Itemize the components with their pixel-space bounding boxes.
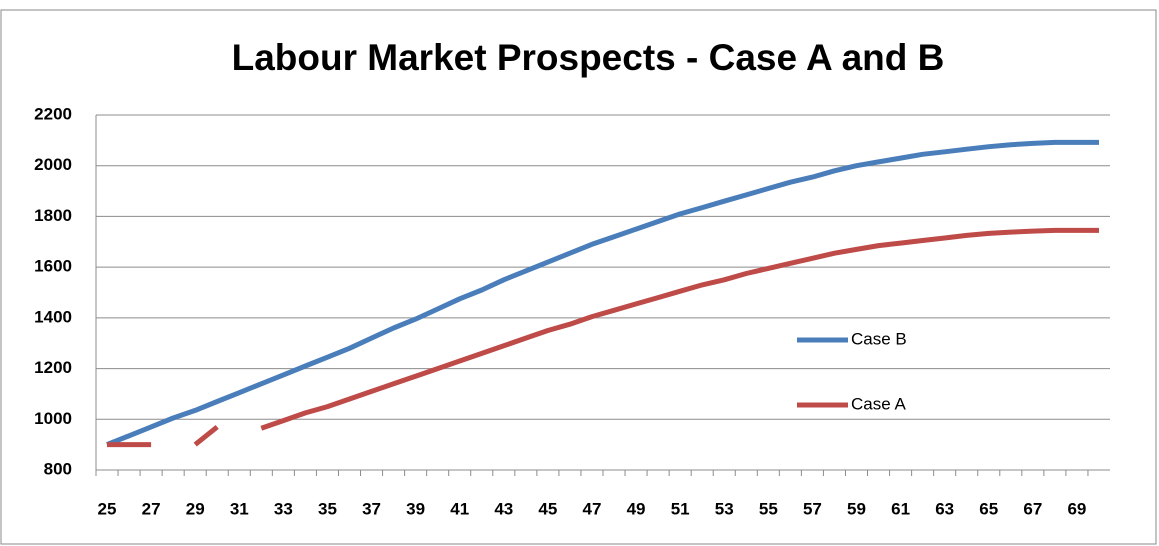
x-tick-label: 27 (142, 499, 161, 518)
y-tick-label: 1600 (34, 257, 72, 276)
x-tick-label: 33 (274, 499, 293, 518)
y-tick-label: 2200 (34, 104, 72, 123)
x-tick-label: 37 (362, 499, 381, 518)
x-tick-label: 35 (318, 499, 337, 518)
y-tick-label: 1400 (34, 307, 72, 326)
x-tick-label: 51 (671, 499, 690, 518)
x-tick-label: 43 (494, 499, 513, 518)
chart-title: Labour Market Prospects - Case A and B (232, 37, 945, 78)
x-tick-label: 39 (406, 499, 425, 518)
y-tick-label: 800 (44, 459, 72, 478)
x-tick-label: 63 (935, 499, 954, 518)
x-tick-label: 45 (538, 499, 557, 518)
y-tick-label: 1000 (34, 409, 72, 428)
y-tick-label: 2000 (34, 155, 72, 174)
x-tick-label: 69 (1067, 499, 1086, 518)
y-tick-label: 1200 (34, 358, 72, 377)
series-line (106, 139, 1099, 447)
x-tick-label: 67 (1023, 499, 1042, 518)
x-tick-label: 65 (979, 499, 998, 518)
x-tick-label: 31 (230, 499, 249, 518)
x-tick-label: 57 (803, 499, 822, 518)
chart-border (0, 9, 1157, 545)
x-tick-label: 41 (450, 499, 469, 518)
x-tick-label: 29 (186, 499, 205, 518)
legend-label: Case B (851, 329, 907, 348)
y-tick-label: 1800 (34, 206, 72, 225)
x-tick-label: 47 (583, 499, 602, 518)
x-tick-label: 61 (891, 499, 910, 518)
x-tick-label: 53 (715, 499, 734, 518)
x-tick-label: 25 (98, 499, 117, 518)
x-tick-label: 49 (627, 499, 646, 518)
series-line (107, 227, 1099, 448)
x-tick-label: 59 (847, 499, 866, 518)
x-tick-label: 55 (759, 499, 778, 518)
legend-label: Case A (851, 394, 906, 413)
